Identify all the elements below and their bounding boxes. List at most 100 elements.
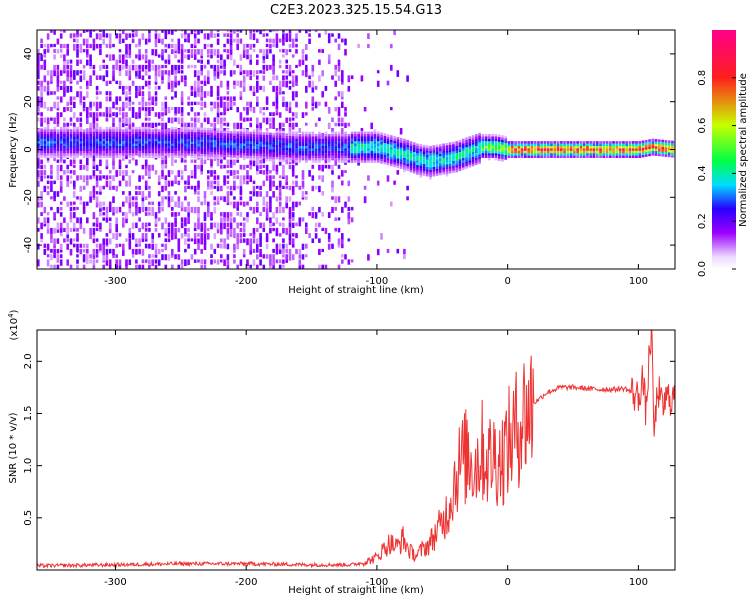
spectrogram-ridge-cell bbox=[118, 143, 122, 146]
spectrogram-ridge-cell bbox=[537, 143, 540, 146]
spectrogram-ridge-cell bbox=[628, 141, 632, 144]
spectrogram-ridge-cell bbox=[514, 141, 517, 144]
spectrogram-cell bbox=[197, 238, 200, 244]
spectrogram-cell bbox=[102, 238, 105, 245]
spectrogram-cell bbox=[256, 159, 259, 166]
spectrogram-ridge-cell bbox=[484, 148, 488, 151]
spectrogram-cell bbox=[108, 217, 112, 222]
spectrogram-ridge-cell bbox=[259, 139, 262, 142]
spectrogram-ridge-cell bbox=[122, 138, 125, 142]
spectrogram-ridge-cell bbox=[360, 148, 364, 151]
spectrogram-cell bbox=[262, 222, 266, 228]
spectrogram-ridge-cell bbox=[318, 145, 321, 149]
spectrogram-ridge-cell bbox=[318, 138, 321, 142]
spectrogram-ridge-cell bbox=[540, 155, 543, 158]
spectrogram-cell bbox=[174, 112, 177, 116]
spectrogram-ridge-cell bbox=[236, 152, 240, 156]
spectrogram-ridge-cell bbox=[278, 130, 282, 134]
spectrogram-cell bbox=[282, 96, 285, 101]
spectrogram-ridge-cell bbox=[193, 132, 197, 135]
colorbar-step bbox=[712, 75, 736, 79]
spectrogram-ridge-cell bbox=[213, 144, 217, 148]
spectrogram-cell bbox=[92, 122, 96, 129]
y-tick-label: 2.0 bbox=[23, 353, 34, 369]
spectrogram-ridge-cell bbox=[350, 150, 354, 154]
spectrogram-cell bbox=[269, 206, 272, 213]
spectrogram-cell bbox=[135, 54, 138, 59]
spectrogram-ridge-cell bbox=[390, 149, 393, 152]
spectrogram-ridge-cell bbox=[86, 131, 89, 135]
spectrogram-ridge-cell bbox=[148, 129, 151, 132]
spectrogram-cell bbox=[148, 243, 151, 249]
spectrogram-ridge-cell bbox=[66, 141, 70, 144]
spectrogram-cell bbox=[282, 75, 285, 81]
spectrogram-cell bbox=[180, 33, 184, 39]
spectrogram-cell bbox=[174, 254, 177, 260]
spectrogram-ridge-cell bbox=[151, 150, 155, 154]
spectrogram-cell bbox=[305, 122, 308, 126]
spectrogram-ridge-cell bbox=[174, 153, 177, 156]
spectrogram-cell bbox=[148, 59, 151, 67]
y-tick-label: 0 bbox=[23, 146, 34, 152]
spectrogram-cell bbox=[216, 49, 220, 55]
spectrogram-cell bbox=[187, 122, 190, 130]
spectrogram-cell bbox=[259, 107, 262, 114]
spectrogram-cell bbox=[259, 212, 262, 216]
spectrogram-cell bbox=[256, 85, 259, 93]
spectrogram-ridge-cell bbox=[108, 145, 112, 149]
spectrogram-ridge-cell bbox=[291, 140, 295, 144]
spectrogram-cell bbox=[154, 38, 158, 44]
spectrogram-cell bbox=[282, 206, 285, 213]
y-tick-label: 1.5 bbox=[23, 406, 34, 422]
spectrogram-cell bbox=[239, 164, 243, 170]
spectrogram-cell bbox=[177, 43, 181, 50]
spectrogram-ridge-cell bbox=[311, 153, 315, 156]
spectrogram-cell bbox=[337, 64, 341, 72]
spectrogram-cell bbox=[203, 196, 207, 203]
spectrogram-ridge-cell bbox=[458, 144, 462, 148]
spectrogram-ridge-cell bbox=[278, 152, 282, 155]
spectrogram-ridge-cell bbox=[288, 133, 292, 136]
spectrogram-cell bbox=[112, 254, 115, 258]
spectrogram-cell bbox=[66, 43, 69, 49]
spectrogram-cell bbox=[161, 185, 164, 193]
spectrogram-cell bbox=[167, 43, 171, 49]
spectrogram-cell bbox=[59, 259, 63, 266]
spectrogram-cell bbox=[135, 159, 138, 166]
spectrogram-cell bbox=[59, 96, 63, 103]
spectrogram-cell bbox=[226, 212, 230, 218]
spectrogram-ridge-cell bbox=[376, 141, 380, 144]
spectrogram-cell bbox=[236, 243, 239, 250]
spectrogram-cell bbox=[56, 112, 60, 119]
spectrogram-cell bbox=[210, 91, 213, 97]
spectrogram-ridge-cell bbox=[115, 153, 119, 156]
spectrogram-cell bbox=[115, 259, 118, 266]
spectrogram-ridge-cell bbox=[390, 147, 393, 150]
spectrogram-ridge-cell bbox=[661, 139, 664, 143]
spectrogram-ridge-cell bbox=[501, 144, 504, 148]
spectrogram-ridge-cell bbox=[648, 139, 651, 142]
spectrogram-cell bbox=[259, 259, 262, 266]
spectrogram-ridge-cell bbox=[422, 147, 426, 150]
spectrogram-ridge-cell bbox=[579, 148, 583, 151]
spectrogram-ridge-cell bbox=[79, 150, 83, 154]
spectrogram-cell bbox=[59, 185, 63, 193]
spectrogram-cell bbox=[216, 196, 220, 203]
spectrogram-cell bbox=[282, 254, 285, 258]
spectrogram-ridge-cell bbox=[540, 150, 543, 154]
spectrogram-cell bbox=[161, 75, 164, 81]
spectrogram-ridge-cell bbox=[314, 141, 318, 144]
spectrogram-ridge-cell bbox=[605, 143, 609, 146]
colorbar-step bbox=[712, 93, 736, 97]
spectrogram-ridge-cell bbox=[458, 154, 462, 157]
spectrogram-cell bbox=[125, 70, 128, 77]
spectrogram-cell bbox=[370, 122, 373, 130]
spectrogram-ridge-cell bbox=[367, 148, 370, 151]
spectrogram-ridge-cell bbox=[341, 160, 344, 163]
spectrogram-ridge-cell bbox=[200, 129, 204, 133]
spectrogram-cell bbox=[256, 254, 259, 260]
spectrogram-cell bbox=[193, 33, 197, 39]
spectrogram-ridge-cell bbox=[501, 142, 504, 145]
spectrogram-ridge-cell bbox=[664, 147, 668, 150]
spectrogram-cell bbox=[180, 54, 184, 61]
